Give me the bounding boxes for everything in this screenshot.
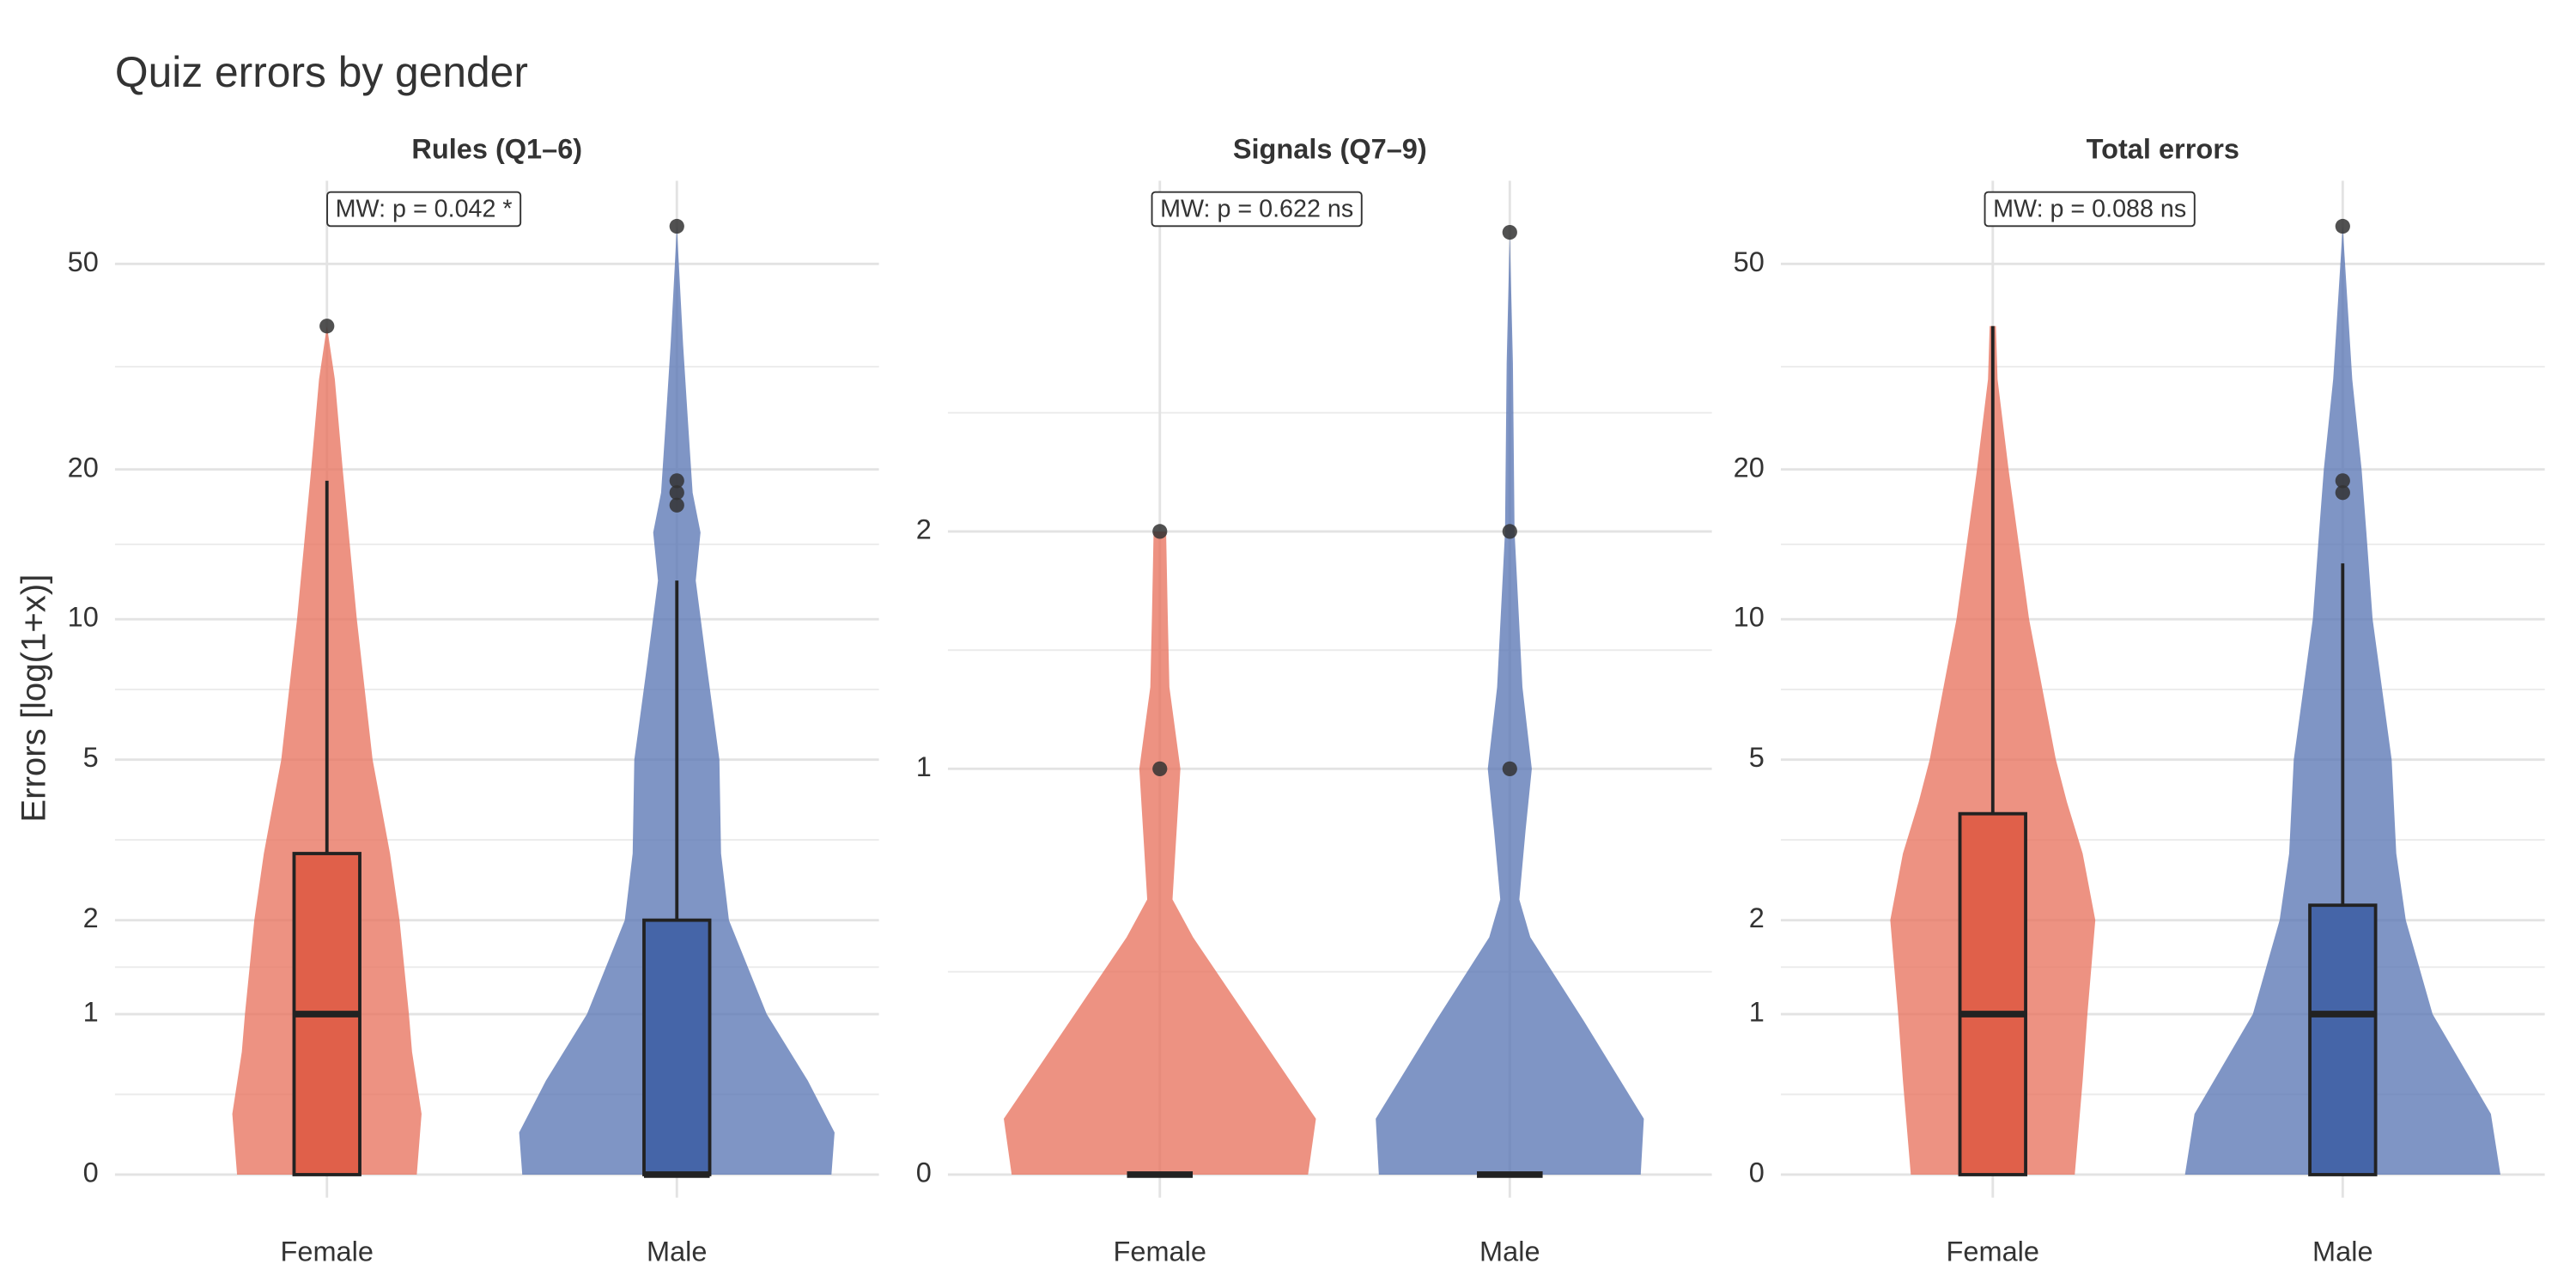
- violin: [1004, 531, 1316, 1175]
- y-tick-label: 0: [916, 1157, 932, 1188]
- y-tick-label: 2: [1749, 902, 1765, 933]
- x-tick-label: Male: [647, 1236, 707, 1267]
- violin: [1376, 232, 1644, 1175]
- outlier: [669, 473, 684, 489]
- y-tick-label: 0: [83, 1157, 99, 1188]
- chart-title: Quiz errors by gender: [115, 48, 528, 96]
- outlier: [319, 319, 335, 334]
- box: [2308, 903, 2378, 1176]
- y-tick-label: 2: [916, 513, 932, 544]
- annotation: MW: p = 0.088 ns: [1993, 195, 2186, 222]
- outlier: [2335, 485, 2350, 501]
- x-tick-label: Female: [1947, 1236, 2039, 1267]
- x-tick-label: Male: [1479, 1236, 1540, 1267]
- y-tick-label: 5: [1749, 742, 1765, 773]
- panel-title: Rules (Q1–6): [411, 134, 582, 165]
- annotation-box: [1151, 191, 1363, 228]
- panel-title: Signals (Q7–9): [1233, 134, 1427, 165]
- y-tick-label: 0: [1749, 1157, 1765, 1188]
- y-tick-label: 10: [68, 602, 99, 633]
- annotation: MW: p = 0.042 *: [336, 195, 513, 222]
- outlier: [1502, 524, 1517, 539]
- outlier: [1502, 761, 1517, 776]
- outlier: [1152, 761, 1168, 776]
- annotation-box: [1984, 191, 2196, 228]
- y-tick-label: 20: [68, 452, 99, 483]
- panel-title: Total errors: [2087, 134, 2239, 165]
- y-tick-label: 1: [916, 751, 932, 782]
- outlier: [669, 497, 684, 513]
- box: [1958, 811, 2027, 1176]
- annotation-box: [326, 191, 522, 228]
- y-tick-label: 20: [1734, 452, 1765, 483]
- x-tick-label: Female: [1114, 1236, 1206, 1267]
- x-tick-label: Male: [2312, 1236, 2372, 1267]
- y-tick-label: 10: [1734, 602, 1765, 633]
- grid: [114, 180, 879, 1198]
- annotation: MW: p = 0.622 ns: [1160, 195, 1353, 222]
- outlier: [2335, 218, 2350, 234]
- y-tick-label: 50: [1734, 246, 1765, 277]
- outlier: [669, 485, 684, 501]
- y-tick-label: 5: [83, 742, 99, 773]
- outlier: [1152, 524, 1168, 539]
- outlier: [2335, 473, 2350, 489]
- outlier: [669, 218, 684, 234]
- outlier: [1502, 224, 1517, 240]
- y-tick-label: 50: [68, 246, 99, 277]
- y-tick-label: 1: [1749, 997, 1765, 1028]
- box: [642, 918, 712, 1176]
- y-tick-label: 2: [83, 902, 99, 933]
- y-tick-label: 1: [83, 997, 99, 1028]
- x-tick-label: Female: [281, 1236, 374, 1267]
- y-axis-label: Errors [log(1+x)]: [15, 574, 53, 823]
